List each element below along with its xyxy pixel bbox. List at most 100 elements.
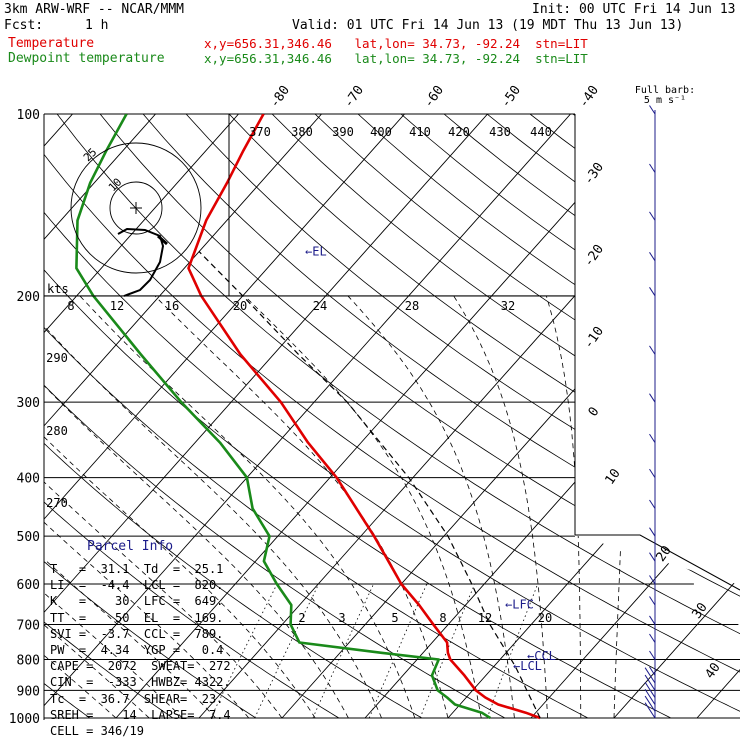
theta-label: 390 [332,125,354,139]
isotherm-label: -20 [581,242,607,270]
dry-adiabat [357,114,740,719]
parcel-info-row: PW = 4.34 YGP = 0.4 [50,643,224,657]
temperature-legend: Temperature [8,36,95,51]
dry-adiabat [615,114,740,719]
wind-barb [649,105,656,115]
wind-barb [644,667,656,684]
isotherm-line [44,114,571,719]
level-marker-ccl: ←CCL [527,649,556,663]
wind-barb [649,345,656,355]
mixing-ratio-label: 5 [391,611,398,625]
wind-barb [644,695,656,712]
theta-label: 280 [46,424,68,438]
dry-adiabat [314,114,740,719]
temperature-location: x,y=656.31,346.46 lat,lon= 34.73, -92.24… [204,36,588,51]
parcel-info-row: T = 31.1 Td = 25.1 [50,562,224,576]
dry-adiabat [44,114,740,719]
wind-barb [644,674,656,691]
init-time: Init: 00 UTC Fri 14 Jun 13 [532,2,736,17]
isotherm-label: -60 [421,83,447,111]
theta-label: 420 [448,125,470,139]
wind-barb [649,499,656,509]
pressure-label: 100 [17,108,40,123]
hodograph-ring-inner [109,181,163,235]
moist-adiabat [347,295,515,719]
isotherm-line [44,114,322,719]
parcel-info-row: TT = 50 EL = 169. [50,610,224,625]
parcel-ascent-curve [198,251,541,719]
barb-legend-title: Full barb: [635,85,695,96]
dry-adiabat [271,114,740,719]
pressure-label: 900 [17,684,40,699]
hodograph-speed-label: 16 [165,299,179,313]
wind-barb [649,575,656,585]
level-marker-lfc: ←LFC [505,598,534,612]
wind-barb [649,468,656,478]
mixing-ratio-line [486,583,539,719]
dry-adiabat [44,114,589,719]
wind-barb [649,252,656,262]
isotherm-label: -10 [581,324,607,352]
pressure-label: 800 [17,653,40,668]
parcel-info-row: LI = -4.4 LCL = 820. [50,578,224,593]
isotherm-label: 30 [689,600,710,621]
hodograph-speed-label: 20 [233,299,247,313]
hodograph-speed-label: 12 [110,299,124,313]
dry-adiabat [56,114,740,719]
moist-adiabat [44,295,117,719]
hodograph-trace [117,227,165,297]
wind-barb [649,615,656,625]
isotherm-label: -30 [581,160,607,188]
dry-adiabat [44,114,174,719]
dry-adiabat [185,114,740,719]
isotherm-label: 10 [602,466,623,487]
isotherm-line [44,114,239,719]
isotherm-line [44,114,156,719]
dry-adiabat [44,114,740,719]
temperature-curve [187,114,541,720]
theta-label: 270 [46,496,68,510]
dry-adiabat [44,114,423,719]
parcel-info-row: CELL = 346/19 [50,724,144,738]
level-marker-lcl: ←LCL [513,659,542,673]
moist-adiabat [453,295,548,719]
pressure-label: 700 [17,618,40,633]
parcel-info-row: CIN = -333 HWBZ= 4322. [50,675,231,690]
dry-adiabat [44,114,257,719]
isotherm-label: 40 [702,660,723,681]
isotherm-line [530,114,740,719]
moist-adiabat [154,295,449,719]
theta-label: 430 [489,125,511,139]
isotherm-label: 0 [586,404,603,419]
dry-adiabat [529,114,740,719]
wind-barb [649,433,656,443]
dry-adiabat [228,114,740,719]
parcel-info-row: CAPE = 2072 SWEAT= 272 [50,659,231,674]
mixing-ratio-label: 12 [478,611,492,625]
theta-label: 370 [249,125,271,139]
wind-barb [644,688,656,705]
wind-barb [649,211,656,221]
isotherm-line [44,114,488,719]
dewpoint-location: x,y=656.31,346.46 lat,lon= 34.73, -92.24… [204,51,588,66]
dry-adiabat [44,114,340,719]
moist-adiabat [613,295,625,718]
wind-barb [644,702,656,719]
wind-barb [649,596,656,606]
pressure-label: 300 [17,396,40,411]
parcel-info-row: Tc = 36.7 SHEAR= 23. [50,691,224,706]
dry-adiabat [486,114,740,719]
wind-barb [644,681,656,698]
isotherm-line [115,114,654,719]
mixing-ratio-label: 3 [338,611,345,625]
barb-legend-units: 5 m s⁻¹ [644,95,686,106]
isotherm-line [696,114,740,719]
hodograph-speed-label: 8 [67,299,74,313]
hodograph-ring-outer [70,142,202,274]
wind-barb [649,163,656,173]
hodograph-storm-motion [157,234,168,246]
wind-barb [649,393,656,403]
pressure-label: 1000 [9,712,40,727]
wind-barb [649,287,656,297]
hodograph-kts-label: kts [47,282,69,296]
